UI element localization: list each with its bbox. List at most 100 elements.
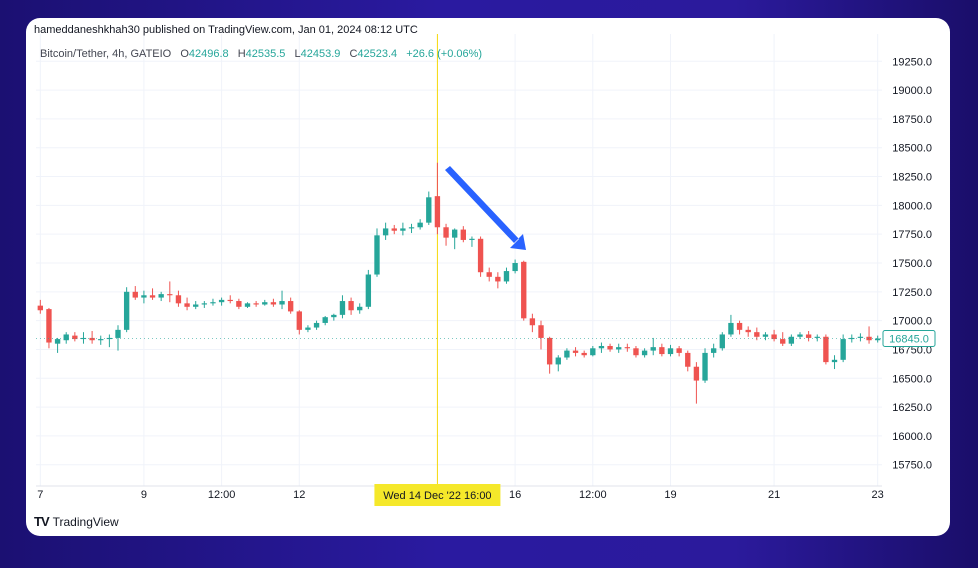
candle-body bbox=[408, 227, 415, 229]
candle-body bbox=[339, 301, 346, 315]
y-tick-label: 19000.0 bbox=[892, 85, 932, 97]
candle-body bbox=[710, 348, 717, 353]
candle-body bbox=[365, 274, 372, 307]
candle-body bbox=[158, 294, 164, 298]
candle-body bbox=[745, 329, 751, 333]
candle-body bbox=[866, 336, 872, 341]
candlestick-chart[interactable]: 19250.0 19000.0 18750.0 18500.0 18250.0 18000… bbox=[26, 18, 950, 536]
candle-body bbox=[227, 299, 233, 302]
candle-body bbox=[374, 235, 380, 275]
candle-body bbox=[469, 238, 475, 240]
close-value: 42523.4 bbox=[357, 48, 398, 60]
candle-body bbox=[633, 348, 639, 356]
low-label: L bbox=[294, 48, 301, 60]
candle-body bbox=[477, 238, 484, 273]
y-tick-label: 18000.0 bbox=[892, 200, 932, 212]
candle-body bbox=[149, 295, 156, 298]
candle-body bbox=[89, 337, 95, 341]
candle-body bbox=[814, 336, 820, 338]
y-tick-label: 17000.0 bbox=[892, 316, 932, 328]
candle-body bbox=[512, 263, 518, 272]
tradingview-logo-icon: TV bbox=[34, 514, 50, 529]
y-tick-label: 17750.0 bbox=[892, 229, 932, 241]
candle-body bbox=[659, 347, 665, 355]
candle-body bbox=[736, 322, 743, 330]
y-tick-label: 19250.0 bbox=[892, 56, 932, 68]
candle-body bbox=[348, 301, 354, 311]
candle-body bbox=[607, 345, 613, 350]
y-tick-label: 16750.0 bbox=[892, 344, 932, 356]
y-tick-label: 17500.0 bbox=[892, 258, 932, 270]
candle-body bbox=[676, 348, 682, 353]
candle-body bbox=[434, 196, 441, 228]
candle-body bbox=[253, 303, 259, 305]
candle-body bbox=[106, 337, 113, 340]
candle-body bbox=[555, 357, 561, 365]
symbol-name: Bitcoin/Tether, 4h, GATEIO bbox=[40, 48, 172, 60]
y-tick-label: 18500.0 bbox=[892, 143, 932, 155]
candle-body bbox=[641, 350, 648, 356]
candle-body bbox=[572, 350, 579, 353]
y-tick-label: 16250.0 bbox=[892, 402, 932, 414]
candle-body bbox=[357, 306, 363, 311]
candle-body bbox=[598, 345, 605, 349]
candle-body bbox=[201, 303, 208, 305]
candle-body bbox=[762, 334, 769, 337]
candle-body bbox=[443, 227, 449, 238]
candle-body bbox=[322, 317, 328, 323]
y-tick-label: 16500.0 bbox=[892, 373, 932, 385]
candle-body bbox=[754, 332, 760, 337]
candle-body bbox=[400, 228, 406, 231]
candle-body bbox=[538, 325, 544, 338]
x-tick-label: 23 bbox=[872, 489, 884, 501]
candle-body bbox=[823, 336, 829, 363]
y-tick-label: 18250.0 bbox=[892, 172, 932, 184]
x-tick-label: 12:00 bbox=[579, 489, 607, 501]
crosshair-label: Wed 14 Dec '22 16:00 bbox=[383, 490, 491, 502]
candle-body bbox=[391, 228, 397, 231]
symbol-legend: Bitcoin/Tether, 4h, GATEIO O42496.8 H425… bbox=[40, 48, 488, 60]
candle-body bbox=[840, 339, 846, 360]
candle-body bbox=[771, 334, 777, 340]
candle-body bbox=[262, 302, 268, 305]
candle-body bbox=[426, 197, 432, 223]
candle-body bbox=[80, 337, 87, 340]
candle-body bbox=[529, 318, 536, 326]
candle-body bbox=[37, 305, 43, 311]
low-value: 42453.9 bbox=[300, 48, 341, 60]
candle-body bbox=[521, 261, 527, 319]
candle-body bbox=[857, 336, 864, 338]
candle-body bbox=[667, 348, 674, 355]
x-tick-label: 9 bbox=[141, 489, 147, 501]
candle-body bbox=[728, 322, 734, 335]
change-value: +26.6 (+0.06%) bbox=[406, 48, 483, 60]
candle-body bbox=[875, 338, 881, 341]
candle-body bbox=[72, 335, 78, 340]
crosshair-label-bg bbox=[374, 484, 501, 506]
y-tick-label: 16000.0 bbox=[892, 431, 932, 443]
candle-body bbox=[719, 334, 725, 349]
x-tick-label: 12:00 bbox=[208, 489, 236, 501]
candle-body bbox=[693, 366, 700, 381]
published-line: hameddaneshkhah30 published on TradingVi… bbox=[34, 24, 418, 36]
candle-body bbox=[123, 291, 130, 330]
candle-body bbox=[218, 299, 225, 303]
candle-body bbox=[590, 348, 596, 356]
open-value: 42496.8 bbox=[188, 48, 229, 60]
last-price-label: 16845.0 bbox=[889, 333, 929, 345]
candle-body bbox=[831, 359, 838, 363]
high-label: H bbox=[237, 48, 246, 60]
candle-body bbox=[797, 334, 803, 337]
candle-body bbox=[849, 337, 855, 340]
y-tick-label: 15750.0 bbox=[892, 460, 932, 472]
x-tick-label: 12 bbox=[293, 489, 305, 501]
candle-body bbox=[788, 336, 795, 344]
candle-body bbox=[244, 303, 251, 307]
candle-body bbox=[495, 276, 501, 282]
tradingview-logo[interactable]: TV TradingView bbox=[34, 514, 119, 529]
x-tick-label: 16 bbox=[509, 489, 521, 501]
candle-body bbox=[805, 334, 812, 338]
y-tick-label: 18750.0 bbox=[892, 114, 932, 126]
candle-body bbox=[287, 301, 294, 312]
candle-body bbox=[503, 271, 510, 282]
